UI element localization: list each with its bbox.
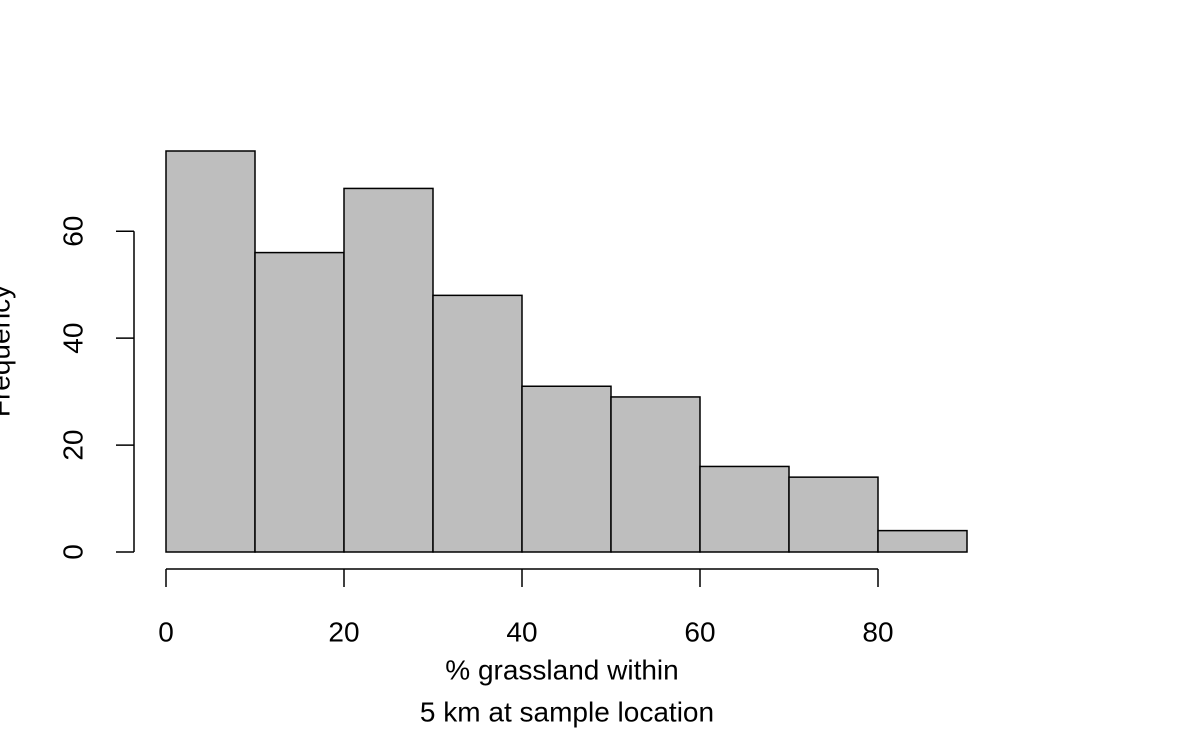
x-tick-label: 20 <box>328 616 359 647</box>
x-tick-label: 60 <box>684 616 715 647</box>
bar <box>877 529 968 553</box>
bar <box>165 150 256 553</box>
y-tick-label: 40 <box>57 323 88 354</box>
bar <box>343 187 434 553</box>
y-axis-label: Frequency <box>0 285 15 417</box>
bar <box>699 465 790 553</box>
bar <box>610 396 701 553</box>
x-tick-label: 80 <box>862 616 893 647</box>
bar <box>432 294 523 553</box>
bar <box>788 476 879 553</box>
bar <box>254 251 345 553</box>
bar <box>521 385 612 553</box>
y-tick-label: 0 <box>57 544 88 560</box>
x-axis-label: % grassland within <box>445 654 678 685</box>
x-tick-label: 40 <box>506 616 537 647</box>
x-axis-label: 5 km at sample location <box>420 696 714 727</box>
x-tick-label: 0 <box>158 616 174 647</box>
y-tick-label: 60 <box>57 216 88 247</box>
y-tick-label: 20 <box>57 429 88 460</box>
